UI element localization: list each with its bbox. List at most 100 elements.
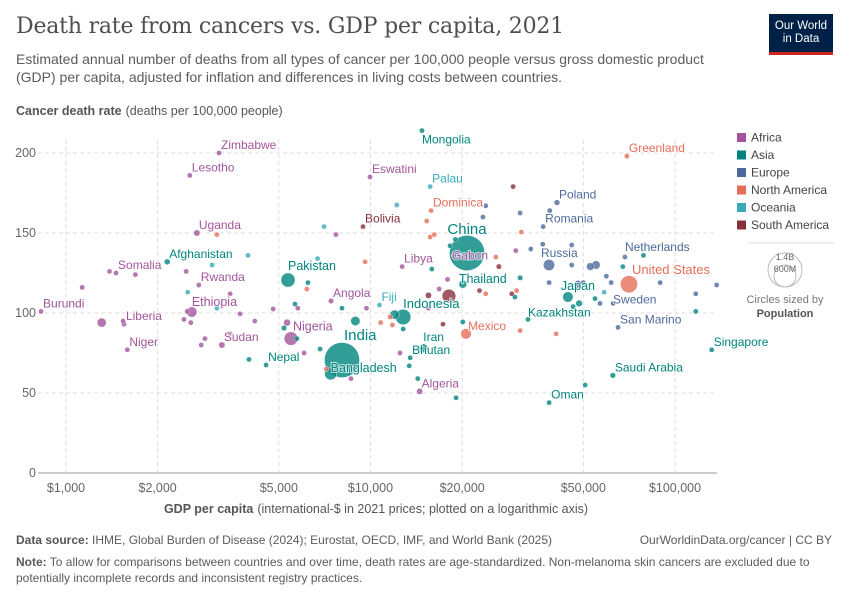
point[interactable] [568,242,575,248]
point-iran[interactable] [418,343,428,353]
point[interactable] [425,292,432,299]
point[interactable] [214,231,220,238]
point[interactable] [460,319,466,325]
point[interactable] [414,375,421,382]
point-saudi-arabia[interactable] [609,372,616,379]
point[interactable] [188,319,194,326]
point[interactable] [692,308,699,315]
point[interactable] [79,284,85,291]
point-eswatini[interactable] [367,174,373,180]
point[interactable] [339,305,345,312]
point[interactable] [389,322,396,328]
point[interactable] [181,316,187,323]
point-gabon[interactable] [451,252,457,259]
point-japan[interactable] [562,291,574,303]
point[interactable] [453,394,459,401]
point[interactable] [397,350,403,356]
point-burundi[interactable] [38,308,44,315]
legend-item-label[interactable]: Asia [751,148,775,162]
point[interactable] [120,318,126,324]
point[interactable] [493,254,499,260]
point[interactable] [508,290,515,297]
point[interactable] [608,279,614,286]
point-poland[interactable] [553,199,561,206]
point[interactable] [517,210,523,216]
point[interactable] [692,290,699,297]
point[interactable] [436,286,442,292]
point-bhutan[interactable] [407,354,413,361]
point-china[interactable] [449,235,485,271]
point[interactable] [305,279,311,286]
point[interactable] [246,356,252,363]
point-afghanistan[interactable] [164,258,171,265]
point[interactable] [568,262,575,268]
point[interactable] [184,289,191,296]
owid-logo[interactable]: Our World in Data [769,14,833,55]
point[interactable] [603,273,610,280]
point[interactable] [362,258,368,265]
point[interactable] [620,263,626,270]
point-bolivia[interactable] [360,223,366,230]
point[interactable] [202,335,208,342]
point-fiji[interactable] [376,302,383,308]
point-nepal[interactable] [263,362,269,368]
point[interactable] [482,290,489,297]
point[interactable] [657,279,663,286]
point-rwanda[interactable] [196,282,202,288]
point[interactable] [423,218,430,224]
point-netherlands[interactable] [622,254,628,260]
point[interactable] [183,268,189,275]
point[interactable] [452,236,459,243]
point[interactable] [304,286,310,292]
point[interactable] [301,350,307,356]
point[interactable] [586,262,595,271]
point[interactable] [227,330,233,337]
point[interactable] [592,295,598,302]
point[interactable] [510,183,516,190]
point[interactable] [546,279,552,286]
point[interactable] [323,366,330,372]
point-libya[interactable] [399,263,405,270]
point[interactable] [441,288,457,304]
point[interactable] [252,318,258,324]
point[interactable] [527,246,534,252]
point-dominica[interactable] [428,207,434,214]
point-san-marino[interactable] [615,324,621,331]
point[interactable] [597,300,603,307]
point[interactable] [317,346,323,352]
point[interactable] [227,290,233,297]
point[interactable] [350,316,361,326]
point-uganda[interactable] [193,229,201,237]
point-singapore[interactable] [708,346,715,353]
point-zimbabwe[interactable] [216,150,222,156]
point[interactable] [480,214,486,220]
point[interactable] [546,207,553,214]
point[interactable] [540,241,546,247]
point[interactable] [440,321,446,328]
point[interactable] [198,342,205,348]
point[interactable] [513,287,520,294]
point[interactable] [214,305,220,312]
point[interactable] [237,310,243,317]
point[interactable] [580,279,587,286]
point[interactable] [512,247,519,254]
point[interactable] [495,263,502,270]
point-palau[interactable] [427,183,433,190]
point[interactable] [713,282,720,288]
legend-item-label[interactable]: South America [751,218,829,232]
point[interactable] [425,305,432,312]
point[interactable] [553,330,559,337]
point[interactable] [482,202,489,209]
point[interactable] [431,231,438,238]
point[interactable] [209,262,215,268]
source-url-link[interactable]: OurWorldinData.org/cancer | CC BY [639,533,832,547]
point-russia[interactable] [543,259,555,271]
legend-item-label[interactable]: North America [751,183,827,197]
point[interactable] [270,306,276,312]
point[interactable] [363,305,370,312]
point-angola[interactable] [328,298,334,304]
point[interactable] [517,274,524,281]
point-pakistan[interactable] [280,272,296,288]
point[interactable] [575,299,583,307]
point-romania[interactable] [540,223,546,230]
